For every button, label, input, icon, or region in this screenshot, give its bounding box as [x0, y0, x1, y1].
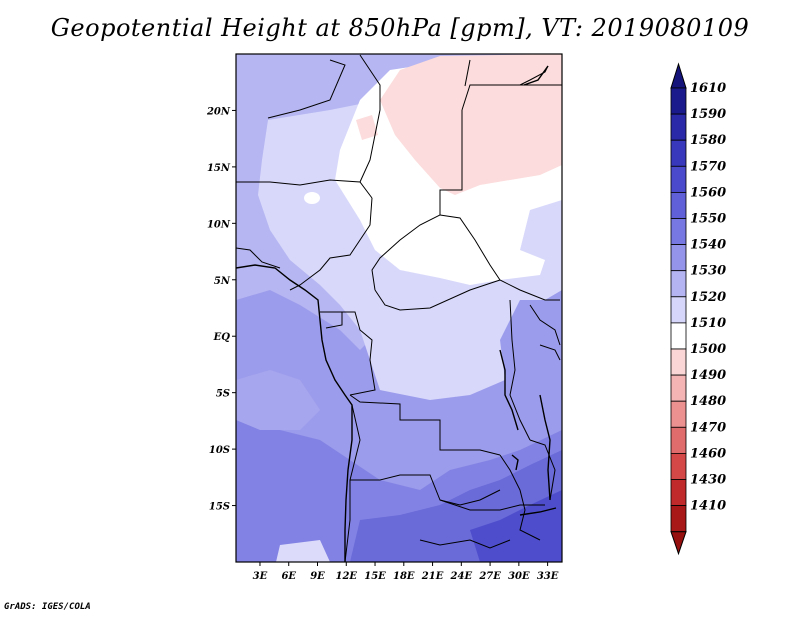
colorbar-swatch	[670, 139, 687, 167]
colorbar-label: 1510	[690, 316, 726, 331]
map-area	[236, 54, 562, 562]
country-borders	[236, 54, 562, 562]
colorbar-swatch	[670, 270, 687, 298]
colorbar-swatch	[670, 505, 687, 533]
colorbar-swatch	[670, 452, 687, 480]
colorbar-label: 1470	[690, 420, 726, 435]
colorbar-label: 1570	[690, 159, 726, 174]
colorbar: 1610 1590 1580 1570 1560 1550 1540 1530 1520 1510…	[670, 62, 726, 556]
colorbar-label: 1560	[690, 185, 726, 200]
field-1570	[470, 490, 562, 562]
x-tick-label: 15E	[364, 571, 386, 582]
credit-text: GrADS: IGES/COLA	[4, 602, 91, 612]
colorbar-label: 1520	[690, 290, 726, 305]
colorbar-top-arrow	[670, 62, 687, 89]
colorbar-swatch	[670, 191, 687, 219]
colorbar-swatch	[670, 374, 687, 402]
x-tick-label: 18E	[393, 571, 415, 582]
y-tick-label: 20N	[206, 106, 231, 117]
x-tick-label: 30E	[508, 571, 530, 582]
x-tick-label: 9E	[310, 571, 325, 582]
y-tick-label: 15S	[209, 502, 230, 513]
y-tick-label: 10S	[209, 445, 230, 456]
x-tick-label: 24E	[450, 571, 473, 582]
colorbar-label: 1540	[690, 238, 726, 253]
colorbar-label: 1480	[690, 394, 726, 409]
colorbar-label: 1580	[690, 133, 726, 148]
colorbar-swatch	[670, 87, 687, 115]
lake-chad	[304, 192, 320, 204]
y-tick-label: 15N	[207, 163, 231, 174]
colorbar-label: 1460	[690, 446, 726, 461]
colorbar-swatch	[670, 218, 687, 246]
colorbar-label: 1530	[690, 264, 726, 279]
colorbar-label: 1430	[690, 473, 726, 488]
x-tick-label: 3E	[253, 571, 268, 582]
y-axis: 20N 15N 10N 5N EQ 5S 10S 15S	[206, 106, 236, 513]
colorbar-label: 1610	[690, 81, 726, 96]
y-tick-label: 5S	[216, 389, 230, 400]
colorbar-swatch	[670, 400, 687, 428]
field-1530-sw	[276, 540, 330, 562]
colorbar-swatch	[670, 479, 687, 507]
colorbar-swatch	[670, 426, 687, 454]
colorbar-bottom-arrow	[670, 531, 687, 556]
field-1500-main	[380, 54, 562, 195]
colorbar-label: 1490	[690, 368, 726, 383]
x-tick-label: 27E	[478, 571, 501, 582]
colorbar-label: 1590	[690, 107, 726, 122]
x-tick-label: 6E	[281, 571, 296, 582]
colorbar-label: 1550	[690, 212, 726, 227]
field-1500-small	[356, 115, 378, 140]
x-tick-label: 12E	[335, 571, 357, 582]
x-tick-label: 33E	[537, 571, 559, 582]
y-tick-label: EQ	[213, 332, 231, 343]
map-frame	[235, 53, 563, 563]
colorbar-swatch	[670, 296, 687, 324]
y-tick-label: 5N	[214, 276, 231, 287]
field-1540-west	[236, 370, 320, 430]
coastlines	[236, 65, 557, 562]
colorbar-swatch	[670, 165, 687, 193]
y-tick-label: 10N	[207, 219, 231, 230]
colorbar-swatch	[670, 113, 687, 141]
x-axis: 3E 6E 9E 12E 15E 18E 21E 24E 27E 30E 33E	[253, 562, 559, 582]
x-tick-label: 21E	[421, 571, 444, 582]
colorbar-label: 1410	[690, 499, 726, 514]
colorbar-swatch	[670, 322, 687, 350]
colorbar-swatch	[670, 348, 687, 376]
colorbar-label: 1500	[690, 342, 726, 357]
colorbar-swatch	[670, 244, 687, 272]
chart-title: Geopotential Height at 850hPa [gpm], VT:…	[50, 14, 750, 42]
